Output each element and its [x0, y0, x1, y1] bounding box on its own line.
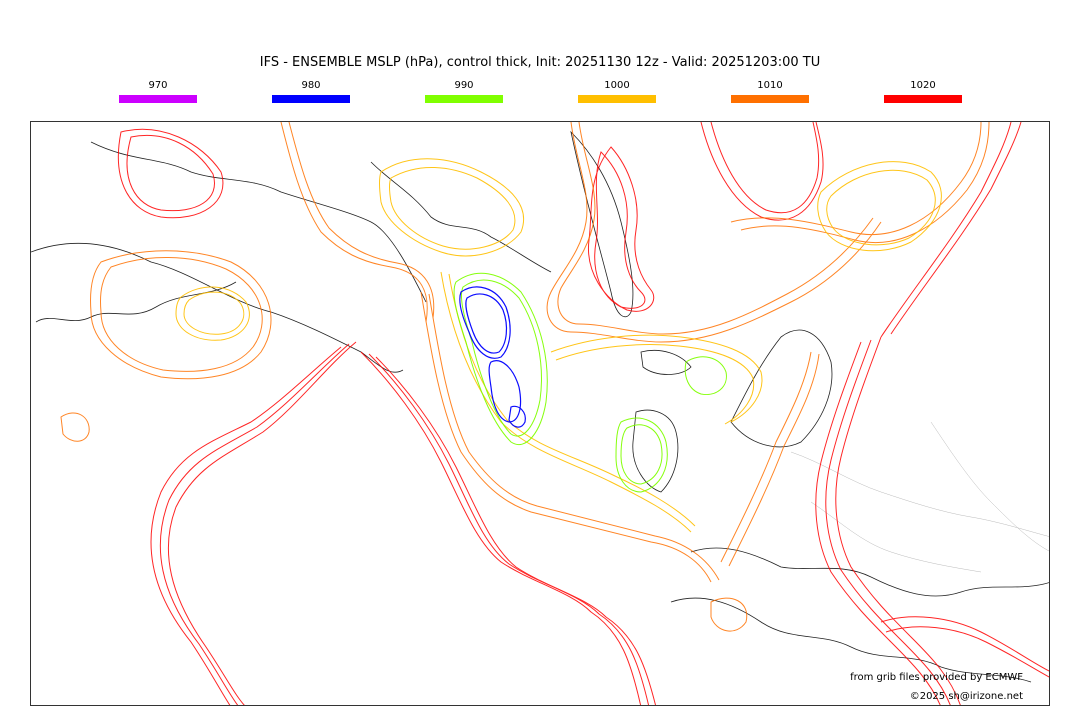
isobars-990 — [453, 272, 727, 493]
legend-swatch — [731, 95, 809, 103]
isobar-1020 — [710, 122, 820, 214]
isobar-980 — [465, 293, 508, 354]
legend-item-990: 990 — [425, 80, 503, 103]
isobar-990 — [620, 424, 663, 485]
coastline-scandinavia — [730, 329, 833, 448]
coastline-alaska — [35, 281, 237, 323]
isobar-1000 — [550, 334, 763, 423]
border-line — [930, 421, 1049, 552]
isobar-1020 — [890, 122, 1022, 335]
legend-item-1000: 1000 — [578, 80, 656, 103]
isobar-1000 — [555, 344, 755, 425]
isobar-1020 — [375, 356, 657, 705]
isobar-1020 — [815, 341, 941, 705]
copyright-credit: ©2025 sh@irizone.net — [909, 691, 1023, 702]
source-credit: from grib files provided by ECMWF — [850, 672, 1023, 683]
country-borders — [790, 421, 1049, 573]
isobar-1020 — [880, 122, 1012, 338]
isobar-1010 — [546, 122, 882, 343]
isobar-1010 — [100, 257, 263, 372]
legend-swatch — [425, 95, 503, 103]
legend-item-1020: 1020 — [884, 80, 962, 103]
isobar-990 — [684, 356, 727, 396]
isobar-1000 — [826, 169, 936, 246]
isobar-1020 — [835, 336, 961, 705]
isobar-990 — [453, 272, 548, 445]
coastline-north-america — [31, 242, 404, 373]
isobar-1020 — [150, 346, 342, 705]
isobar-1020 — [368, 353, 650, 705]
map-frame — [30, 121, 1050, 706]
isobar-1000 — [175, 286, 250, 341]
isobar-1010 — [740, 122, 990, 244]
isobars-1020 — [117, 122, 1049, 705]
isobar-980 — [459, 286, 511, 359]
coastline-canada-arctic — [90, 141, 427, 303]
isobar-1010 — [728, 353, 820, 567]
isobar-1020 — [700, 122, 824, 221]
isobar-1020 — [885, 626, 1049, 678]
isobar-1020 — [825, 339, 951, 705]
legend-item-970: 970 — [119, 80, 197, 103]
isobar-1010 — [557, 122, 874, 335]
legend-swatch — [884, 95, 962, 103]
isobar-1000 — [817, 161, 942, 252]
isobars-1010 — [60, 122, 990, 632]
coastlines — [31, 130, 1049, 683]
isobar-980 — [508, 405, 526, 428]
isobar-1010 — [90, 250, 272, 380]
coastline-british-isles — [632, 409, 679, 493]
legend-swatch — [578, 95, 656, 103]
isobar-1010 — [428, 293, 720, 581]
legend-label: 970 — [148, 80, 168, 91]
isobar-1020 — [159, 343, 350, 705]
isobar-1020 — [167, 341, 357, 705]
isobars-1000 — [175, 158, 942, 533]
isobar-1000 — [183, 291, 245, 335]
coastline-hudson — [370, 161, 552, 273]
legend-label: 990 — [454, 80, 474, 91]
isobar-1000 — [440, 271, 692, 533]
isobar-1020 — [587, 146, 655, 312]
isobar-1010 — [280, 122, 428, 323]
legend-item-980: 980 — [272, 80, 350, 103]
isobars-980 — [459, 286, 526, 428]
isobar-1010 — [720, 351, 812, 563]
isobar-1010 — [730, 122, 982, 236]
legend-item-1010: 1010 — [731, 80, 809, 103]
isobar-1010 — [710, 597, 748, 632]
border-line — [810, 501, 982, 573]
border-line — [790, 451, 1049, 537]
isobar-980 — [488, 360, 522, 423]
isobar-1000 — [379, 158, 525, 257]
isobar-1010 — [60, 412, 90, 442]
isobar-map — [31, 122, 1049, 705]
isobar-1020 — [594, 151, 646, 309]
coastline-europe — [690, 547, 1049, 597]
isobar-990 — [460, 279, 542, 437]
isobar-1000 — [389, 167, 516, 250]
coastline-greenland — [570, 130, 634, 318]
isobar-1010 — [420, 291, 712, 583]
legend-label: 980 — [301, 80, 321, 91]
isobar-1020 — [360, 351, 642, 705]
legend-swatch — [272, 95, 350, 103]
isobar-1020 — [880, 616, 1049, 672]
legend-label: 1000 — [604, 80, 630, 91]
coastline-mediterranean — [670, 597, 1032, 683]
chart-title: IFS - ENSEMBLE MSLP (hPa), control thick… — [259, 55, 821, 70]
legend-swatch — [119, 95, 197, 103]
isobar-990 — [615, 417, 668, 493]
isobar-1010 — [288, 122, 435, 319]
coastline-iceland — [640, 350, 692, 375]
isobar-1020 — [117, 128, 224, 219]
isobar-1020 — [126, 134, 215, 212]
legend-label: 1020 — [910, 80, 936, 91]
legend-label: 1010 — [757, 80, 783, 91]
